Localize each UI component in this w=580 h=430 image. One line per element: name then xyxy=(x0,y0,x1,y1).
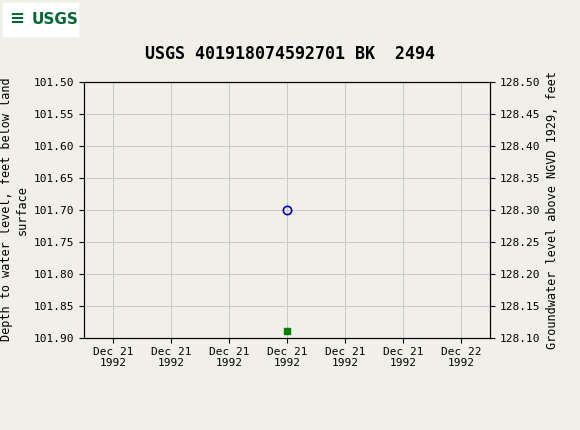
Text: ≡: ≡ xyxy=(9,10,24,28)
Text: USGS: USGS xyxy=(32,12,79,27)
Y-axis label: Groundwater level above NGVD 1929, feet: Groundwater level above NGVD 1929, feet xyxy=(546,71,559,349)
Y-axis label: Depth to water level, feet below land
surface: Depth to water level, feet below land su… xyxy=(1,78,28,341)
FancyBboxPatch shape xyxy=(3,3,78,36)
Text: USGS 401918074592701 BK  2494: USGS 401918074592701 BK 2494 xyxy=(145,45,435,63)
